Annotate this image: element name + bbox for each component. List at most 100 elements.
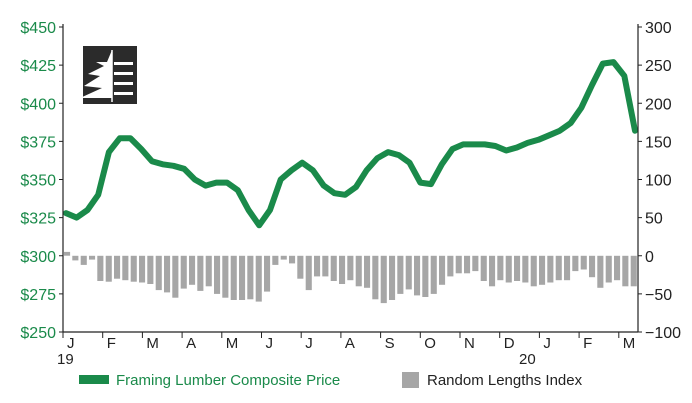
left-tick-label: $375 <box>20 134 56 151</box>
legend-label-index: Random Lengths Index <box>427 372 583 389</box>
x-tick-label: O <box>424 335 436 352</box>
index-bar <box>130 255 137 282</box>
x-tick-label: M <box>226 335 239 352</box>
index-bar <box>239 255 246 300</box>
index-bar <box>197 255 204 291</box>
right-tick-label: 100 <box>645 173 672 190</box>
index-bar <box>114 255 121 279</box>
index-bar <box>389 255 396 300</box>
left-tick-label: $425 <box>20 58 56 75</box>
index-bar <box>64 251 71 256</box>
right-tick-label: −50 <box>645 287 672 304</box>
index-bar <box>314 255 321 277</box>
right-tick-label: 250 <box>645 58 672 75</box>
index-bar <box>180 255 187 289</box>
index-bar <box>439 255 446 285</box>
x-tick-label: F <box>107 335 116 352</box>
index-bar <box>272 255 279 265</box>
x-tick-label: D <box>504 335 515 352</box>
index-bar <box>447 255 454 277</box>
index-bar <box>364 255 371 288</box>
legend-label-price: Framing Lumber Composite Price <box>116 372 340 389</box>
index-bar <box>347 255 354 281</box>
right-tick-label: 0 <box>645 249 654 266</box>
index-bar <box>105 255 112 282</box>
index-bar <box>414 255 421 296</box>
right-tick-label: 150 <box>645 134 672 151</box>
index-bar <box>330 255 337 281</box>
index-bar <box>139 255 146 283</box>
index-bar <box>155 255 162 291</box>
index-bar <box>405 255 412 290</box>
index-bar <box>430 255 437 294</box>
right-tick-label: −100 <box>645 325 681 342</box>
x-tick-label: S <box>385 335 395 352</box>
index-bar <box>472 255 479 272</box>
index-bar <box>522 255 529 283</box>
index-bar <box>264 255 271 292</box>
right-axis-ticks: 300 250 200 150 100 50 0 −50 −100 <box>638 20 681 342</box>
index-bar <box>122 255 129 281</box>
index-bar <box>589 255 596 278</box>
x-tick-label: M <box>146 335 159 352</box>
index-bar <box>397 255 404 294</box>
index-bar <box>205 255 212 287</box>
index-bar <box>214 255 221 294</box>
index-bar <box>322 255 329 277</box>
index-bar <box>164 255 171 293</box>
right-tick-label: 300 <box>645 20 672 37</box>
index-bar <box>305 255 312 291</box>
x-tick-label: F <box>583 335 592 352</box>
index-bar <box>539 255 546 285</box>
left-axis-ticks: $450 $425 $400 $375 $350 $325 $300 $275 $250 <box>20 20 63 342</box>
left-tick-label: $450 <box>20 20 56 37</box>
index-bar <box>372 255 379 300</box>
index-bar <box>97 255 104 281</box>
index-bar <box>230 255 237 300</box>
index-bar <box>339 255 346 284</box>
index-bar <box>597 255 604 288</box>
left-tick-label: $300 <box>20 249 56 266</box>
index-bar <box>464 255 471 274</box>
index-bar <box>505 255 512 283</box>
index-bar <box>555 255 562 281</box>
x-tick-label: J <box>305 335 313 352</box>
index-bar <box>572 255 579 272</box>
index-bar <box>355 255 362 287</box>
left-tick-label: $350 <box>20 173 56 190</box>
index-bar <box>564 255 571 281</box>
index-bar <box>247 255 254 300</box>
year-label-19: 19 <box>57 351 74 368</box>
index-bar <box>622 255 629 287</box>
index-bar <box>630 255 637 287</box>
x-tick-label: N <box>464 335 475 352</box>
index-bar <box>189 255 196 285</box>
framing-lumber-price-line <box>63 59 638 229</box>
x-tick-label: A <box>186 335 196 352</box>
x-tick-label: J <box>67 335 75 352</box>
legend-swatch-index <box>402 372 419 388</box>
index-bar <box>297 255 304 279</box>
index-bar <box>72 255 79 261</box>
index-bar <box>614 255 621 281</box>
index-bar <box>255 255 262 302</box>
x-tick-label: J <box>266 335 274 352</box>
index-bar <box>280 255 287 260</box>
x-tick-label: M <box>623 335 636 352</box>
index-bar <box>580 255 587 270</box>
lumber-tree-logo <box>80 46 137 104</box>
index-bar <box>547 255 554 283</box>
left-tick-label: $250 <box>20 325 56 342</box>
left-tick-label: $325 <box>20 211 56 228</box>
index-bar <box>605 255 612 283</box>
year-label-20: 20 <box>519 351 536 368</box>
index-bar <box>497 255 504 281</box>
index-bar <box>480 255 487 281</box>
index-bar <box>380 255 387 304</box>
index-bar <box>455 255 462 274</box>
index-bar <box>147 255 154 284</box>
right-tick-label: 50 <box>645 211 663 228</box>
index-bar <box>80 255 87 265</box>
